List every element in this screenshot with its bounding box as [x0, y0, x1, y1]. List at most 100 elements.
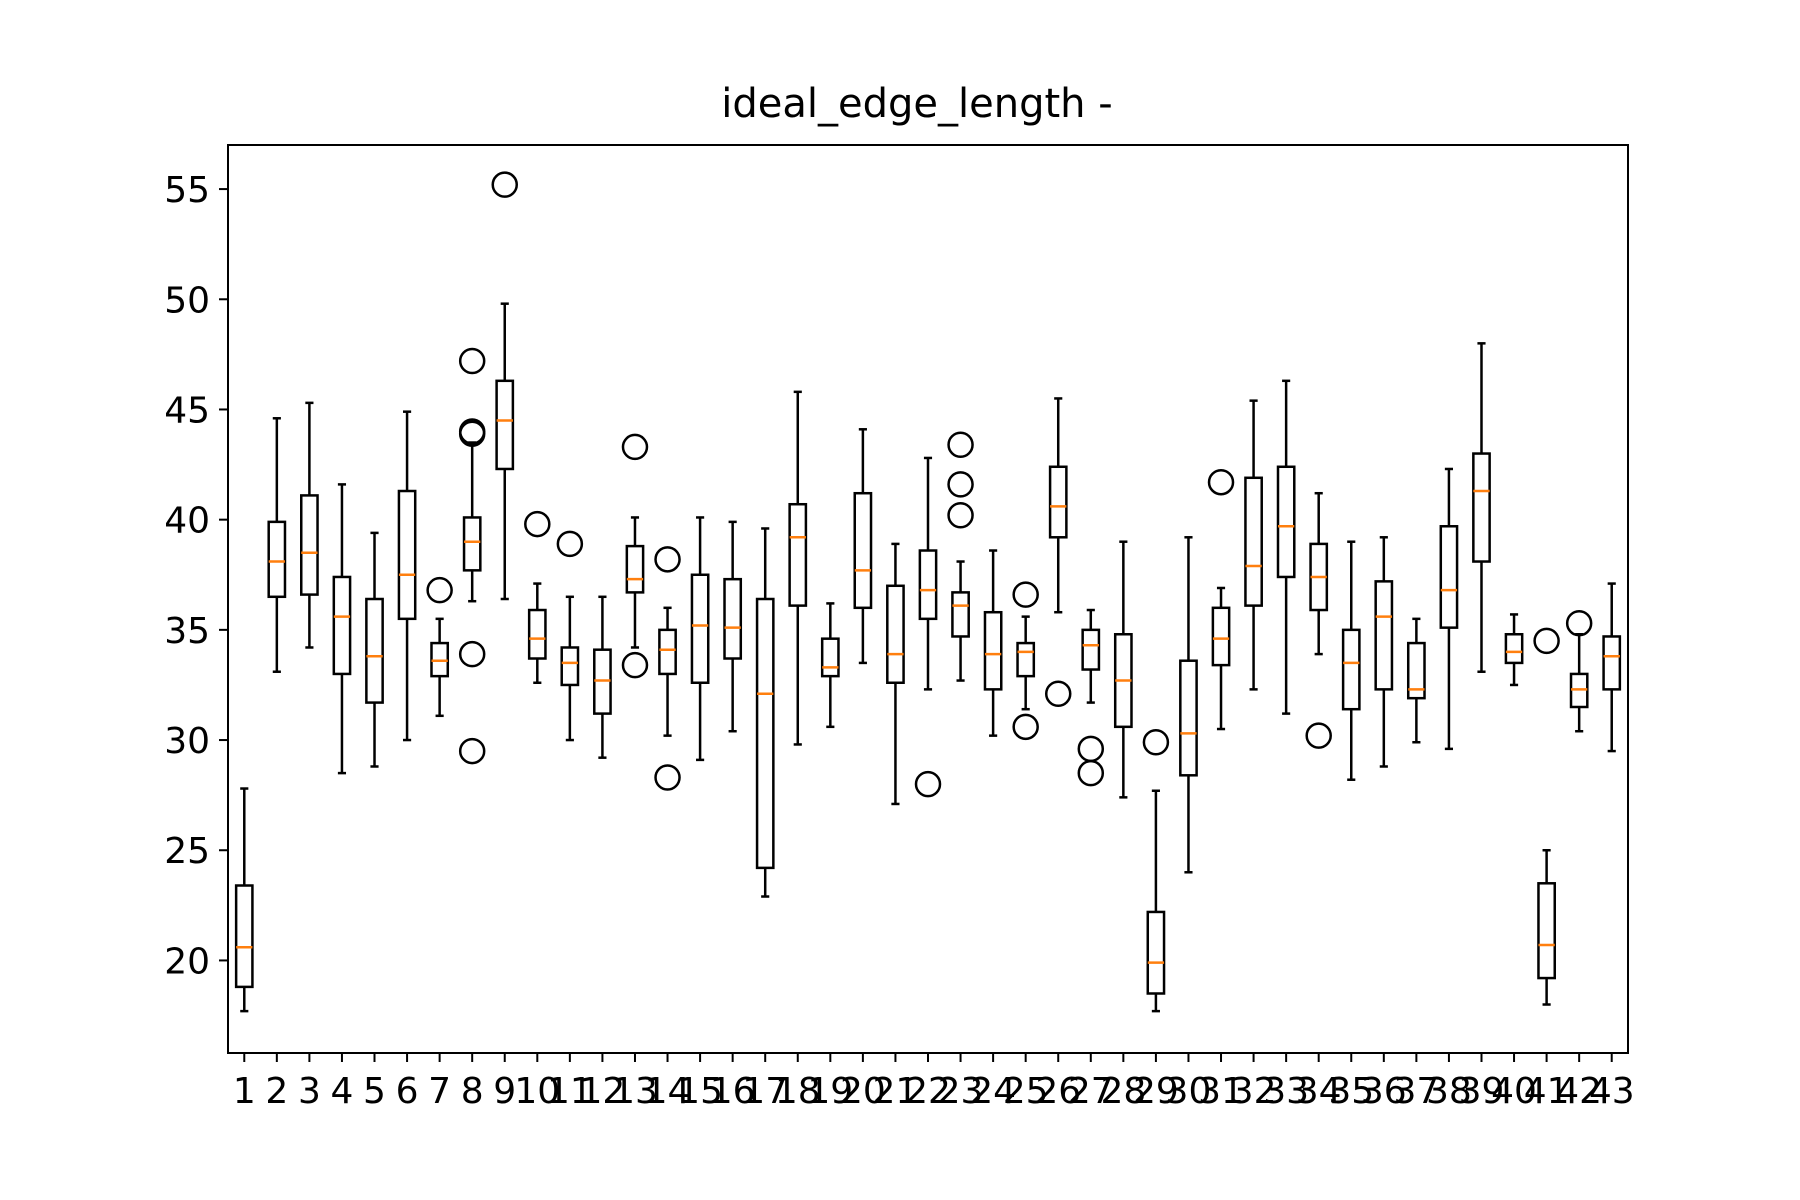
box-12	[593, 595, 612, 759]
x-tick-label: 32	[1231, 1071, 1277, 1112]
iqr-box	[1211, 606, 1231, 667]
iqr-box	[462, 516, 482, 572]
iqr-box	[983, 610, 1003, 691]
x-tick-label: 23	[938, 1071, 984, 1112]
iqr-box	[365, 597, 384, 704]
y-tick-label: 40	[164, 501, 210, 542]
y-tick-label: 25	[164, 831, 210, 872]
x-tick-label: 26	[1035, 1071, 1081, 1112]
x-tick-label: 9	[493, 1071, 516, 1112]
x-tick-label: 8	[461, 1071, 484, 1112]
x-tick-label: 2	[265, 1071, 288, 1112]
iqr-box	[234, 884, 254, 989]
x-tick-label: 24	[970, 1071, 1016, 1112]
x-tick-label: 14	[645, 1071, 691, 1112]
box-37	[1406, 617, 1426, 744]
box-10	[524, 510, 551, 684]
box-1	[234, 787, 254, 1013]
y-tick-label: 50	[164, 280, 210, 321]
iqr-box	[397, 489, 417, 621]
box-4	[332, 483, 352, 775]
outlier-point	[1012, 713, 1039, 741]
chart-title: ideal_edge_length -	[721, 81, 1112, 127]
x-tick-label: 16	[710, 1071, 756, 1112]
box-35	[1341, 540, 1361, 781]
outlier-point	[947, 471, 974, 498]
x-tick-label: 39	[1459, 1071, 1505, 1112]
iqr-box	[1081, 628, 1101, 671]
box-34	[1305, 491, 1332, 749]
iqr-box	[1439, 525, 1459, 629]
y-tick-label: 55	[164, 170, 210, 211]
box-42	[1565, 609, 1593, 733]
iqr-box	[1016, 641, 1036, 678]
outlier-point	[1305, 722, 1332, 749]
box-31	[1207, 468, 1235, 731]
iqr-box	[332, 575, 352, 676]
outlier-point	[1533, 627, 1560, 655]
iqr-box	[1048, 465, 1068, 539]
outlier-point	[947, 431, 974, 458]
iqr-box	[1179, 659, 1198, 777]
box-27	[1077, 608, 1105, 787]
iqr-box	[1537, 882, 1556, 980]
x-tick-label: 29	[1133, 1071, 1179, 1112]
box-6	[397, 410, 417, 742]
axes-frame	[227, 144, 1629, 1054]
x-tick-label: 42	[1556, 1071, 1602, 1112]
box-36	[1374, 536, 1394, 768]
x-axis-ticks: 1 2 3 4 5 6 7 8 91011121314151617181920212223242…	[233, 1053, 1635, 1112]
x-tick-label: 38	[1426, 1071, 1472, 1112]
box-30	[1179, 536, 1198, 874]
x-tick-label: 5	[363, 1071, 386, 1112]
y-tick-label: 35	[164, 611, 210, 652]
box-39	[1472, 342, 1491, 673]
iqr-box	[300, 494, 319, 596]
box-22	[914, 456, 942, 798]
x-tick-label: 17	[742, 1071, 788, 1112]
x-tick-label: 15	[677, 1071, 723, 1112]
box-38	[1439, 467, 1459, 751]
x-tick-label: 25	[1003, 1071, 1049, 1112]
box-23	[947, 431, 974, 682]
iqr-box	[886, 584, 905, 684]
box-14	[654, 546, 681, 791]
iqr-box	[951, 591, 970, 638]
box-13	[621, 433, 649, 679]
x-tick-label: 40	[1491, 1071, 1537, 1112]
outlier-point	[914, 770, 942, 798]
y-tick-label: 45	[164, 390, 210, 431]
outlier-point	[1077, 759, 1105, 787]
box-18	[788, 390, 808, 746]
y-axis-ticks: 20 25 30 35 40 45 50 55	[164, 170, 228, 982]
x-tick-label: 21	[873, 1071, 919, 1112]
box-40	[1504, 613, 1524, 687]
y-tick-label: 30	[164, 721, 210, 762]
x-tick-label: 7	[428, 1071, 451, 1112]
outlier-point	[654, 764, 681, 791]
x-tick-label: 13	[612, 1071, 658, 1112]
outlier-point	[458, 347, 486, 375]
x-tick-label: 31	[1198, 1071, 1244, 1112]
iqr-box	[820, 637, 840, 678]
box-25	[1012, 581, 1039, 741]
x-tick-label: 37	[1393, 1071, 1439, 1112]
box-41	[1533, 627, 1560, 1006]
x-tick-label: 36	[1361, 1071, 1407, 1112]
box-7	[426, 576, 453, 718]
box-2	[267, 417, 287, 673]
iqr-box	[690, 573, 710, 684]
iqr-box	[1244, 476, 1263, 607]
x-tick-label: 10	[514, 1071, 560, 1112]
box-17	[755, 527, 775, 898]
x-tick-label: 11	[547, 1071, 593, 1112]
x-tick-label: 6	[396, 1071, 419, 1112]
outlier-point	[621, 651, 649, 679]
x-tick-label: 19	[807, 1071, 853, 1112]
x-tick-label: 18	[775, 1071, 821, 1112]
outlier-point	[524, 510, 551, 538]
outlier-point	[1207, 468, 1235, 496]
x-tick-label: 22	[905, 1071, 951, 1112]
iqr-box	[1146, 910, 1166, 995]
